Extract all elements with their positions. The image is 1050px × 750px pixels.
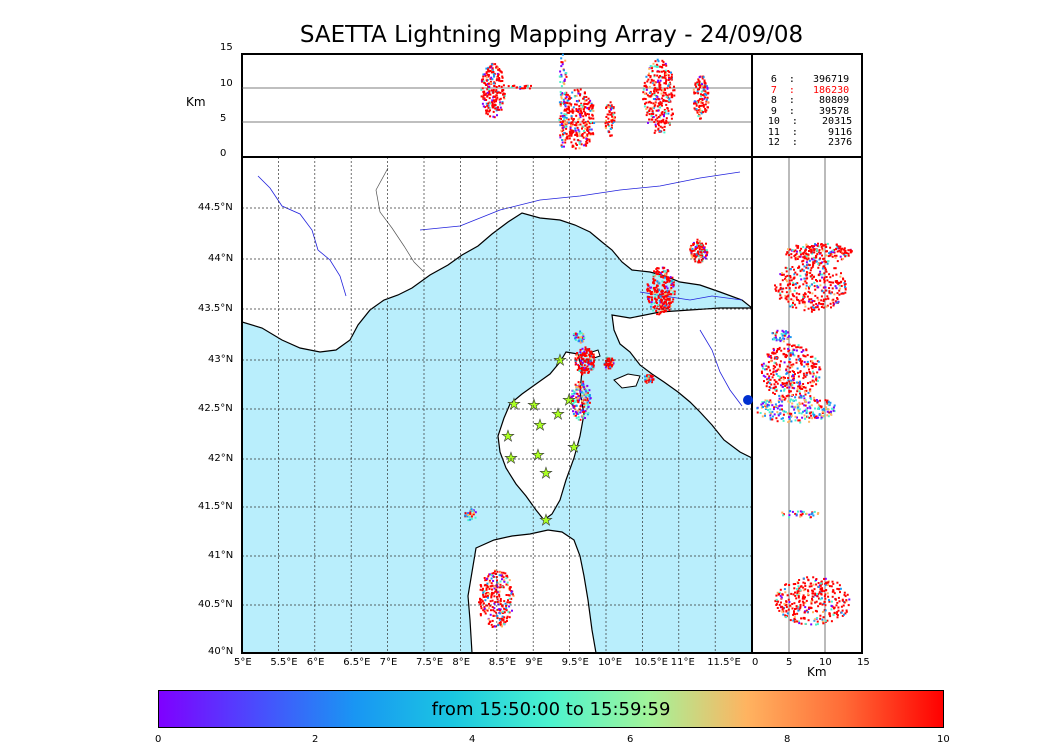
lon-tick-3: 6.5°E: [343, 657, 371, 668]
side-marker: [743, 395, 753, 405]
svg-text:★: ★: [551, 405, 564, 423]
river-rhone: [257, 175, 347, 297]
station-counts: 6 : 396719 7 : 186230 8 : 80809 9 : 3957…: [760, 74, 860, 149]
lat-tick-44: 44°N: [208, 253, 234, 264]
cbar-tick-4: 4: [469, 734, 476, 745]
count-row-9: 9 : 39578: [770, 105, 850, 117]
lat-tick-42-5: 42.5°N: [198, 403, 233, 414]
river-po: [419, 171, 741, 231]
lon-tick-8: 9°E: [525, 657, 543, 668]
side-altitude-panel: [743, 156, 863, 654]
lat-tick-40-5: 40.5°N: [198, 599, 233, 610]
lat-tick-41-5: 41.5°N: [198, 501, 233, 512]
lat-tick-42: 42°N: [208, 453, 234, 464]
border-france-italy: [375, 167, 425, 273]
elba-island: [613, 373, 641, 389]
lon-tick-10: 10°E: [598, 657, 623, 668]
lon-tick-2: 6°E: [306, 657, 325, 668]
lon-tick-7: 8.5°E: [488, 657, 517, 668]
svg-text:★: ★: [504, 449, 517, 467]
count-row-7: 7 : 186230: [770, 84, 850, 96]
cbar-tick-6: 6: [627, 734, 634, 745]
sardinia: [467, 529, 597, 653]
alt-tick-0: 0: [220, 148, 227, 159]
side-unit-label: Km: [807, 665, 827, 679]
altitude-panel: [241, 53, 753, 158]
count-row-6: 6 : 396719: [770, 74, 850, 85]
svg-text:★: ★: [507, 395, 520, 413]
italy-coast-east: [611, 307, 752, 459]
lon-tick-1: 5.5°E: [270, 657, 298, 668]
lat-tick-43: 43°N: [208, 354, 234, 365]
lat-tick-44-5: 44.5°N: [198, 202, 233, 213]
svg-text:★: ★: [562, 391, 575, 409]
lon-tick-0: 5°E: [234, 657, 252, 668]
svg-text:★: ★: [539, 511, 552, 529]
svg-text:★: ★: [501, 427, 514, 445]
graticule: [242, 157, 752, 653]
side-tick-10: 10: [819, 657, 832, 668]
altitude-unit-label: Km: [186, 95, 206, 109]
mainland-france-italy: [242, 157, 752, 353]
side-tick-5: 5: [786, 657, 793, 668]
lat-tick-43-5: 43.5°N: [198, 303, 233, 314]
map-panel: ★★ ★ ★★★★★★ ★★★: [241, 156, 753, 654]
lat-tick-40: 40°N: [208, 646, 234, 657]
svg-text:★: ★: [531, 446, 544, 464]
lma-stations: ★★ ★ ★★★★★★ ★★★: [501, 351, 581, 530]
side-tick-0: 0: [752, 657, 759, 668]
alt-tick-15: 15: [220, 42, 233, 53]
alt-tick-5: 5: [220, 113, 227, 124]
colorbar-label: from 15:50:00 to 15:59:59: [431, 699, 671, 720]
figure-title: SAETTA Lightning Mapping Array - 24/09/0…: [299, 22, 804, 48]
river-tevere: [699, 329, 743, 407]
svg-text:★: ★: [567, 438, 580, 456]
count-row-10: 10 : 20315: [767, 116, 853, 127]
lon-tick-5: 7.5°E: [416, 657, 444, 668]
lon-tick-11: 10.5°E: [634, 657, 668, 668]
lon-tick-4: 7°E: [379, 657, 398, 668]
cbar-tick-10: 10: [937, 734, 950, 745]
svg-text:★: ★: [527, 396, 540, 414]
lon-tick-9: 9.5°E: [561, 657, 589, 668]
count-row-12: 12 : 2376: [767, 137, 853, 148]
altitude-activity: [480, 53, 710, 150]
count-row-11: 11 : 9116: [767, 126, 853, 138]
svg-text:★: ★: [539, 464, 552, 482]
cbar-tick-0: 0: [155, 734, 162, 745]
lon-tick-12: 11°E: [670, 657, 695, 668]
count-row-8: 8 : 80809: [770, 95, 850, 106]
lon-tick-13: 11.5°E: [707, 657, 741, 668]
cbar-tick-2: 2: [312, 734, 319, 745]
alt-tick-10: 10: [220, 78, 233, 89]
svg-text:★: ★: [533, 416, 546, 434]
cbar-tick-8: 8: [784, 734, 791, 745]
lat-tick-41: 41°N: [208, 550, 234, 561]
lon-tick-6: 8°E: [452, 657, 471, 668]
side-tick-15: 15: [857, 657, 870, 668]
colorbar: from 15:50:00 to 15:59:59: [158, 690, 944, 728]
side-activity: [756, 242, 853, 626]
